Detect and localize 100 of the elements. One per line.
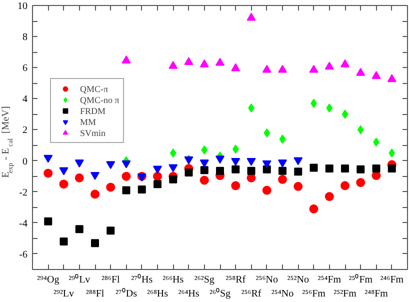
point [74, 173, 84, 182]
x-tick-label: ²⁶⁴Hs [178, 288, 200, 300]
point [168, 164, 178, 172]
point [106, 161, 116, 170]
point [388, 148, 396, 158]
legend-label: SVmin [80, 127, 106, 138]
x-tick-label: ²⁹²Lv [53, 288, 74, 300]
point [184, 168, 193, 176]
point [106, 226, 115, 235]
point [184, 57, 194, 65]
point [59, 167, 68, 176]
point [388, 164, 396, 173]
x-tick-label: ²⁵⁴Fm [318, 274, 342, 286]
point [262, 160, 272, 168]
point [200, 166, 208, 174]
point [201, 145, 208, 154]
point [372, 164, 380, 173]
y-tick-label: -4 [19, 218, 28, 230]
point [231, 63, 240, 72]
point [262, 165, 271, 174]
x-tick-label: ²⁶⁸Hs [146, 288, 168, 300]
point [279, 134, 286, 144]
point [170, 148, 176, 158]
point [309, 204, 318, 214]
x-tick-label: ²⁵⁶No [256, 274, 278, 286]
point [122, 160, 131, 168]
point [122, 56, 131, 64]
x-tick-label: ²⁶²Sg [194, 274, 214, 286]
point [232, 165, 240, 174]
point [324, 62, 334, 70]
point [60, 238, 68, 246]
y-tick-label: 6 [22, 63, 28, 74]
y-tick-label: 8 [22, 32, 28, 44]
point [59, 180, 68, 189]
x-tick-label: ²⁵⁸Rf [226, 274, 246, 286]
point [168, 60, 178, 69]
x-tick-label: ²⁹⁴Og [37, 274, 60, 286]
x-tick-label: ²⁴⁸Fm [364, 288, 388, 300]
point [264, 128, 270, 138]
point [44, 154, 53, 163]
y-tick-label: 10 [18, 1, 28, 12]
x-tick-label: ²⁹⁰Lv [68, 274, 90, 286]
point [356, 178, 366, 188]
point [278, 160, 287, 168]
point [278, 174, 287, 184]
point [325, 164, 334, 173]
point [309, 64, 318, 73]
point [75, 225, 84, 234]
point [231, 181, 240, 190]
point [246, 12, 256, 21]
point [153, 166, 162, 174]
y-tick-label: 4 [22, 94, 28, 106]
point [200, 176, 209, 185]
point [231, 158, 240, 166]
x-tick-label: ²⁷⁰Ds [115, 288, 138, 300]
point [278, 166, 286, 175]
legend-label: FRDM [80, 105, 106, 116]
point [326, 103, 333, 112]
x-tick-label: ²⁵⁰Fm [348, 274, 373, 286]
x-tick-label: ²⁵²Fm [334, 288, 357, 300]
point [232, 144, 239, 154]
point [216, 58, 224, 66]
point [122, 172, 131, 181]
point [246, 158, 256, 166]
x-tick-label: ²⁵⁶Fm [302, 288, 326, 300]
x-tick-label: ²⁸⁶Fl [101, 274, 120, 286]
point [216, 156, 224, 164]
x-tick-label: ²⁵²No [287, 274, 309, 286]
point [372, 71, 381, 79]
point [340, 181, 350, 190]
legend-label: QMC-no π [80, 94, 120, 105]
x-tick-label: ²⁶⁰Sg [209, 288, 231, 300]
legend-label: QMC-π [80, 83, 108, 94]
point [357, 125, 364, 134]
point [200, 160, 209, 168]
point [356, 68, 366, 76]
point [310, 164, 318, 172]
point [324, 192, 334, 202]
point [387, 74, 396, 82]
point [169, 175, 178, 184]
point [216, 166, 224, 175]
point [294, 168, 302, 176]
point [294, 182, 303, 191]
point [90, 172, 100, 180]
y-tick-label: 2 [22, 125, 28, 136]
x-tick-label: ²⁷⁰Hs [131, 274, 153, 286]
point [138, 186, 146, 194]
point [44, 168, 53, 178]
point [262, 64, 272, 73]
point [122, 186, 130, 194]
point [153, 172, 162, 181]
y-tick-label: 0 [22, 156, 28, 168]
x-tick-label: ²⁵⁶Rf [241, 288, 262, 300]
x-tick-label: ²⁶⁶Hs [162, 274, 184, 286]
y-tick-label: -6 [19, 249, 28, 260]
legend-label: MM [80, 116, 98, 127]
point [247, 166, 256, 175]
point [340, 59, 350, 68]
y-tick-label: -2 [19, 187, 28, 198]
point [106, 182, 116, 192]
